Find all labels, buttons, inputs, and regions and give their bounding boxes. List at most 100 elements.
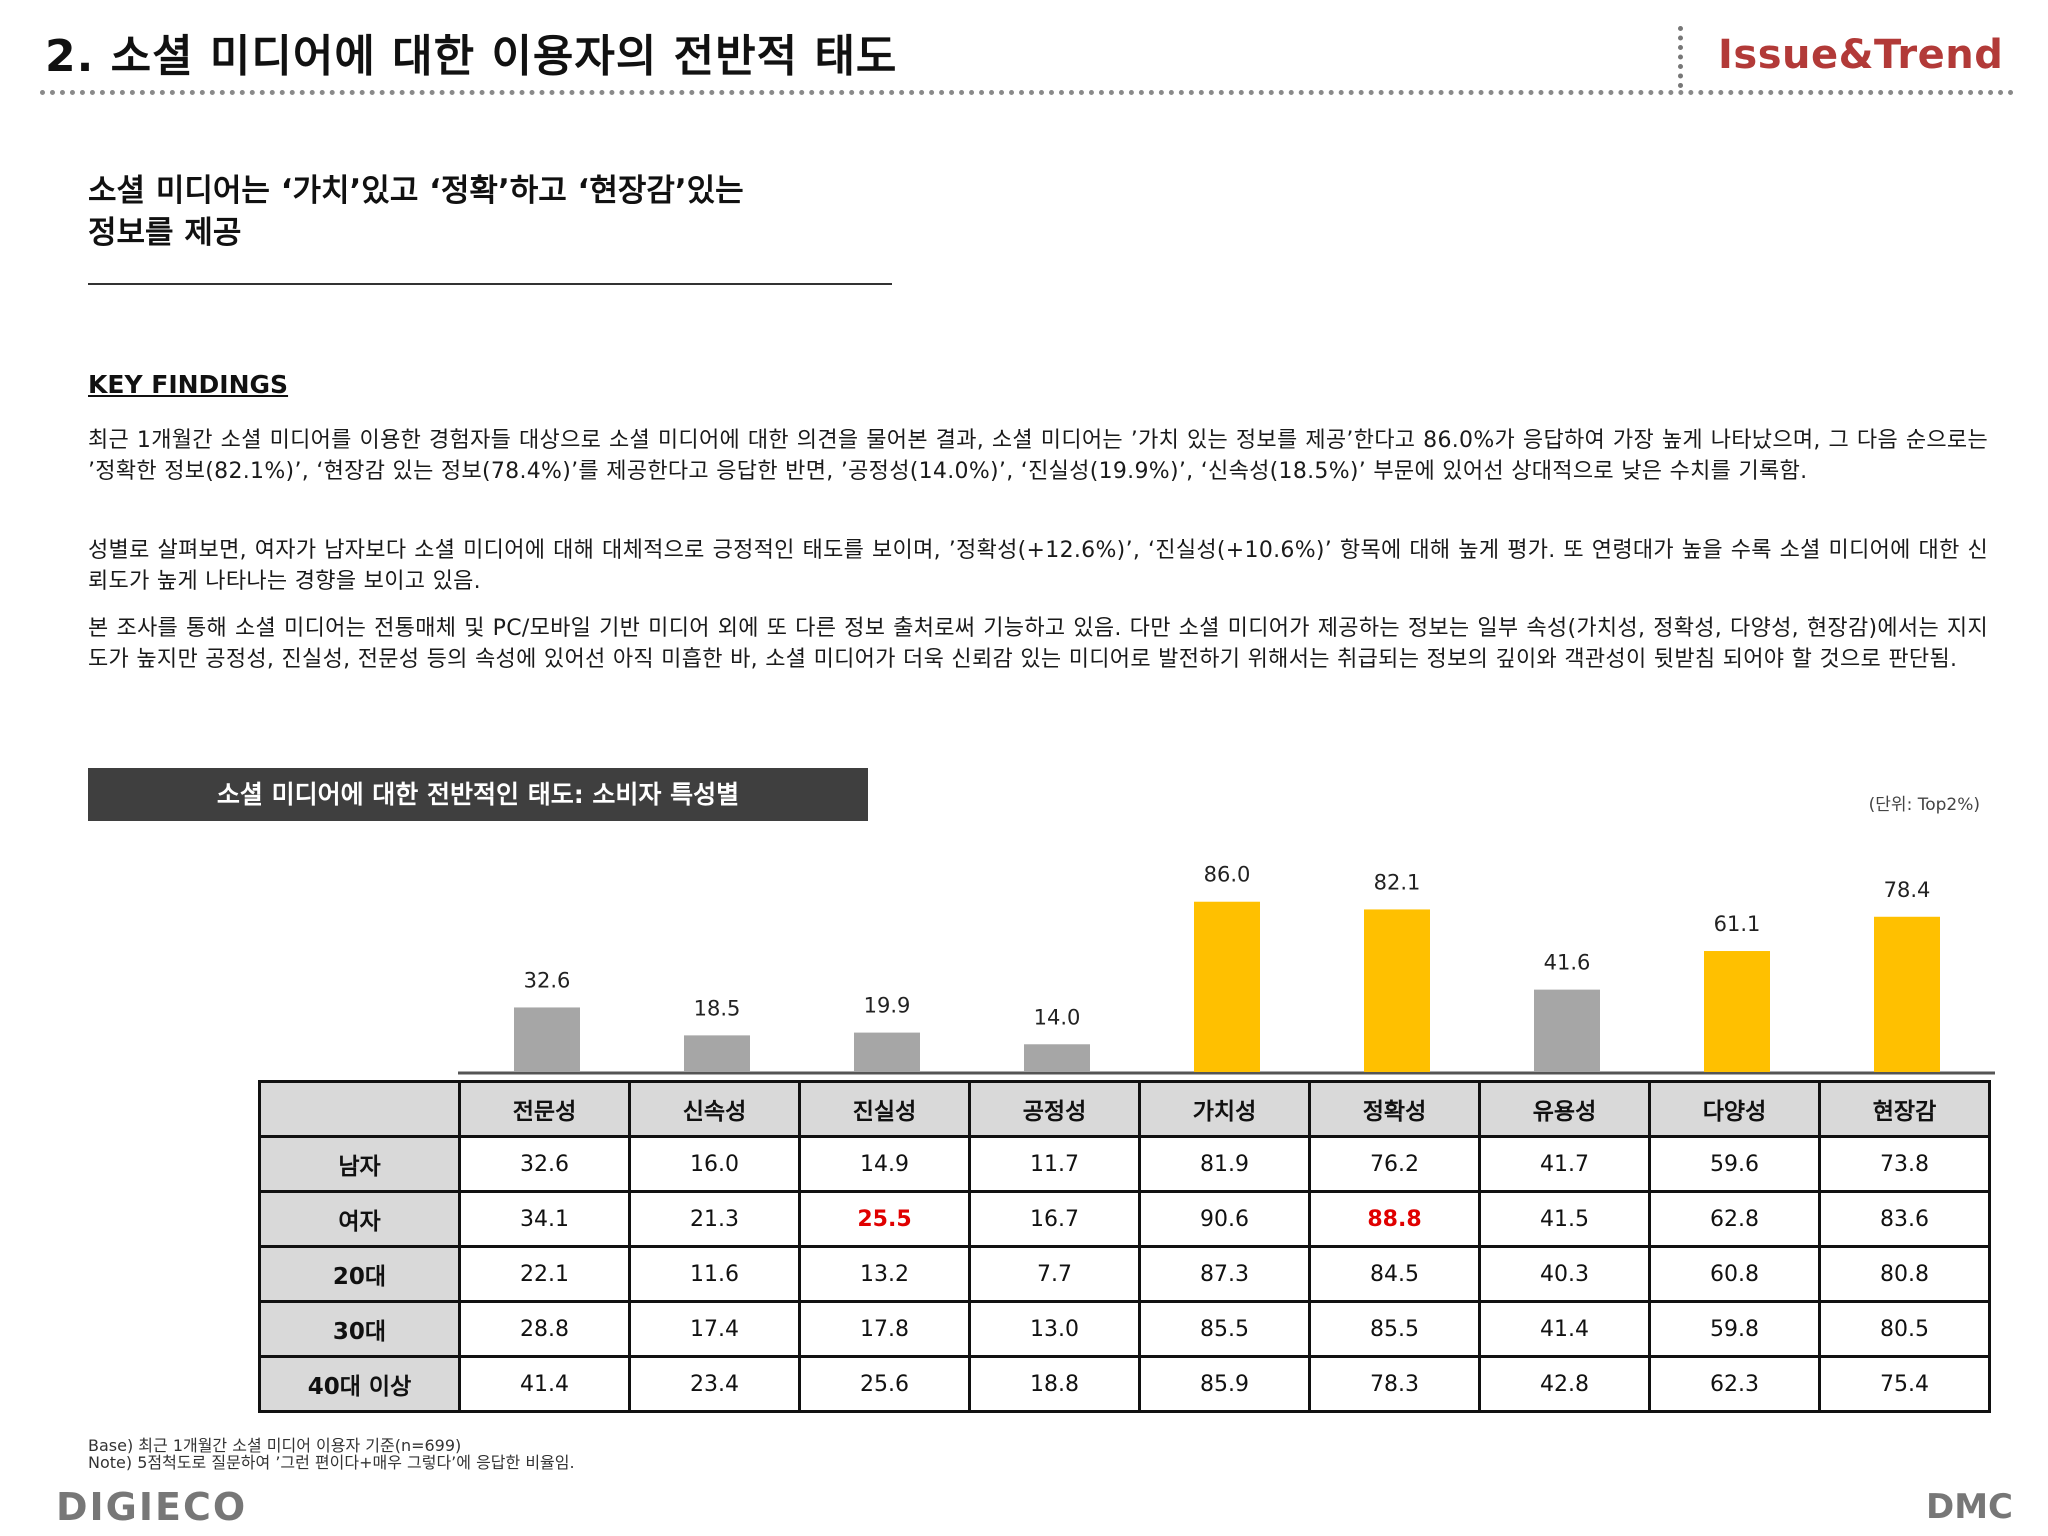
chart-unit-label: (단위: Top2%)	[1868, 795, 1980, 815]
table-cell: 14.9	[798, 1135, 971, 1193]
column-header: 공정성	[968, 1080, 1141, 1138]
table-header-row: 전문성 신속성 진실성 공정성 가치성 정확성 유용성 다양성 현장감	[258, 1080, 1991, 1138]
table-cell: 16.0	[628, 1135, 801, 1193]
bar-value-label-6: 82.1	[1374, 870, 1421, 894]
table-cell: 41.7	[1478, 1135, 1651, 1193]
column-header: 다양성	[1648, 1080, 1821, 1138]
table-cell: 76.2	[1308, 1135, 1481, 1193]
table-cell: 80.8	[1818, 1245, 1991, 1303]
column-header: 가치성	[1138, 1080, 1311, 1138]
bar-8	[1704, 951, 1770, 1072]
table-row: 20대 22.1 11.6 13.2 7.7 87.3 84.5 40.3 60.8 80.8	[258, 1245, 1991, 1303]
bar-7	[1534, 989, 1600, 1072]
table-cell: 23.4	[628, 1355, 801, 1413]
table-cell: 78.3	[1308, 1355, 1481, 1413]
table-cell: 40.3	[1478, 1245, 1651, 1303]
column-header: 정확성	[1308, 1080, 1481, 1138]
row-label: 남자	[258, 1135, 461, 1193]
table-cell: 73.8	[1818, 1135, 1991, 1193]
bar-2	[684, 1035, 750, 1072]
table-cell: 87.3	[1138, 1245, 1311, 1303]
table-cell: 81.9	[1138, 1135, 1311, 1193]
table-cell: 28.8	[458, 1300, 631, 1358]
bar-value-label-3: 19.9	[864, 994, 911, 1018]
column-header: 신속성	[628, 1080, 801, 1138]
subtitle-rule	[88, 283, 892, 285]
table-cell: 41.5	[1478, 1190, 1651, 1248]
table-cell: 41.4	[458, 1355, 631, 1413]
table-cell: 42.8	[1478, 1355, 1651, 1413]
table-cell: 85.5	[1308, 1300, 1481, 1358]
table-cell: 59.8	[1648, 1300, 1821, 1358]
table-cell: 11.6	[628, 1245, 801, 1303]
row-label: 20대	[258, 1245, 461, 1303]
chart-title: 소셜 미디어에 대한 전반적인 태도: 소비자 특성별	[216, 780, 740, 809]
table-cell: 75.4	[1818, 1355, 1991, 1413]
table-cell: 13.2	[798, 1245, 971, 1303]
bar-9	[1874, 916, 1940, 1072]
key-finding-paragraph-2: 성별로 살펴보면, 여자가 남자보다 소셜 미디어에 대해 대체적으로 긍정적인…	[88, 538, 1988, 594]
column-header: 전문성	[458, 1080, 631, 1138]
table-row: 여자 34.1 21.3 25.5 16.7 90.6 88.8 41.5 62.8 83.6	[258, 1190, 1991, 1248]
table-cell: 25.5	[798, 1190, 971, 1248]
table-cell: 22.1	[458, 1245, 631, 1303]
table-cell: 34.1	[458, 1190, 631, 1248]
table-cell: 80.5	[1818, 1300, 1991, 1358]
table-cell: 7.7	[968, 1245, 1141, 1303]
table-cell: 88.8	[1308, 1190, 1481, 1248]
table-cell: 32.6	[458, 1135, 631, 1193]
table-cell: 60.8	[1648, 1245, 1821, 1303]
bar-value-label-7: 41.6	[1544, 951, 1591, 975]
page-title: 2. 소셜 미디어에 대한 이용자의 전반적 태도	[45, 31, 898, 82]
table-cell: 62.8	[1648, 1190, 1821, 1248]
row-label: 40대 이상	[258, 1355, 461, 1413]
header-rule	[40, 90, 2015, 95]
table-cell: 13.0	[968, 1300, 1141, 1358]
table-cell: 18.8	[968, 1355, 1141, 1413]
table-row: 남자 32.6 16.0 14.9 11.7 81.9 76.2 41.7 59.6 73.8	[258, 1135, 1991, 1193]
table-cell: 17.8	[798, 1300, 971, 1358]
table-body: 남자 32.6 16.0 14.9 11.7 81.9 76.2 41.7 59.6 73.8 여자…	[258, 1135, 1991, 1413]
row-label: 30대	[258, 1300, 461, 1358]
dmc-logo: DMC	[1926, 1487, 2014, 1527]
method-note: Note) 5점척도로 질문하여 ’그런 편이다+매우 그렇다’에 응답한 비율…	[88, 1453, 575, 1472]
table-corner-cell	[258, 1080, 461, 1138]
bar-value-label-1: 32.6	[524, 968, 571, 992]
base-note: Base) 최근 1개월간 소셜 미디어 이용자 기준(n=699)	[88, 1436, 462, 1455]
bar-value-label-9: 78.4	[1884, 878, 1931, 902]
digieco-logo: DIGIECO	[56, 1485, 248, 1529]
table-cell: 11.7	[968, 1135, 1141, 1193]
bar-value-label-4: 14.0	[1034, 1005, 1081, 1029]
column-header: 유용성	[1478, 1080, 1651, 1138]
table-row: 30대 28.8 17.4 17.8 13.0 85.5 85.5 41.4 59.8 80.5	[258, 1300, 1991, 1358]
row-label: 여자	[258, 1190, 461, 1248]
key-finding-paragraph-3: 본 조사를 통해 소셜 미디어는 전통매체 및 PC/모바일 기반 미디어 외에…	[88, 616, 1988, 672]
bar-value-label-8: 61.1	[1714, 912, 1761, 936]
table-cell: 85.9	[1138, 1355, 1311, 1413]
bar-3	[854, 1032, 920, 1072]
table-cell: 25.6	[798, 1355, 971, 1413]
table-cell: 90.6	[1138, 1190, 1311, 1248]
key-findings-heading: KEY FINDINGS	[88, 370, 289, 399]
table-row: 40대 이상 41.4 23.4 25.6 18.8 85.9 78.3 42.8 62.3 75…	[258, 1355, 1991, 1413]
table-cell: 41.4	[1478, 1300, 1651, 1358]
brand-divider	[1678, 26, 1683, 88]
table-cell: 85.5	[1138, 1300, 1311, 1358]
bar-6	[1364, 909, 1430, 1072]
column-header: 진실성	[798, 1080, 971, 1138]
key-finding-paragraph-1: 최근 1개월간 소셜 미디어를 이용한 경험자들 대상으로 소셜 미디어에 대한…	[88, 428, 1988, 484]
table-cell: 17.4	[628, 1300, 801, 1358]
section-subtitle: 소셜 미디어는 ‘가치’있고 ‘정확’하고 ‘현장감’있는 정보를 제공	[88, 170, 988, 254]
table-cell: 16.7	[968, 1190, 1141, 1248]
table-cell: 21.3	[628, 1190, 801, 1248]
bar-4	[1024, 1044, 1090, 1072]
data-table: 전문성 신속성 진실성 공정성 가치성 정확성 유용성 다양성 현장감 남자 32…	[258, 1080, 1991, 1413]
chart-title-box	[88, 768, 868, 821]
brand-logo: Issue&Trend	[1718, 32, 2004, 78]
bar-value-label-5: 86.0	[1204, 863, 1251, 887]
subtitle-line-1: 소셜 미디어는 ‘가치’있고 ‘정확’하고 ‘현장감’있는	[88, 173, 744, 209]
table-cell: 84.5	[1308, 1245, 1481, 1303]
table-cell: 59.6	[1648, 1135, 1821, 1193]
bar-value-label-2: 18.5	[694, 996, 741, 1020]
table-cell: 62.3	[1648, 1355, 1821, 1413]
